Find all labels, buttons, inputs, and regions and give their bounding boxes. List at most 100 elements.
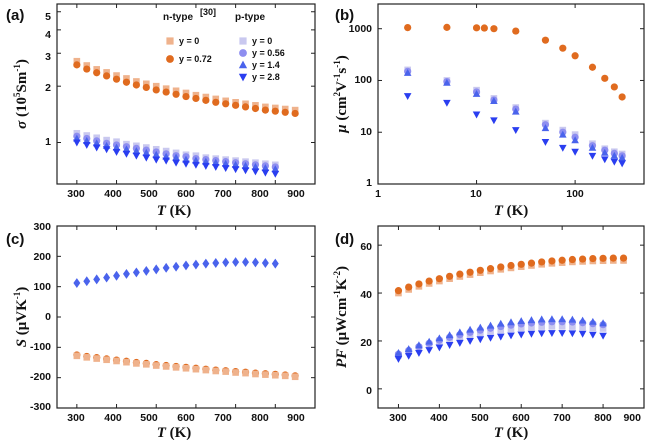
panel-a-data-point [132, 147, 141, 155]
panel-a-xtick: 300 [67, 188, 85, 200]
panel-c-ytick: -300 [30, 401, 51, 413]
panel-b-data-point [490, 97, 498, 105]
panel-a-data-point [143, 80, 150, 88]
panel-c-data-point [192, 365, 200, 373]
panel-b-data-point [618, 160, 626, 168]
panel-b-data-point [404, 24, 412, 32]
panel-a-data-point [261, 164, 270, 172]
panel-b-data-point [588, 63, 597, 71]
panel-d-data-point [548, 323, 556, 330]
panel-d-data-point [517, 260, 525, 268]
panel-a-data-point [82, 142, 91, 149]
panel-d-xlabel: T (K) [494, 425, 529, 440]
panel-b-data-point [541, 138, 550, 146]
panel-c-data-point [142, 265, 150, 276]
panel-c-frame [56, 225, 316, 409]
panel-a-data-point [172, 153, 180, 161]
panel-b-xtick: 100 [566, 188, 584, 200]
panel-d-data-point [415, 349, 423, 357]
panel-d-data-point [548, 257, 556, 265]
panel-d-data-point [579, 323, 586, 331]
panel-a-ytick: 4 [45, 29, 51, 41]
panel-d-data-point [599, 254, 607, 262]
panel-a-data-point [113, 72, 120, 79]
panel-c-data-point [103, 356, 110, 364]
panel-b-data-point [490, 117, 498, 125]
panel-d-data-point [415, 280, 423, 288]
panel-b-data-point [511, 127, 520, 135]
panel-b-data-point [571, 52, 579, 60]
panel-b-data-point [571, 136, 579, 144]
panel-d-data-point [435, 275, 443, 283]
panel-b-xtick: 1 [375, 188, 381, 200]
panel-c-data-point [93, 355, 100, 362]
panel-d: (d) 0 20 40 60 300 400 500 600 700 800 9… [332, 225, 645, 440]
panel-d-data-point [445, 331, 454, 339]
panel-d-data-point [527, 259, 536, 267]
panel-b-data-point [443, 23, 451, 31]
legend: n-type [30] p-type y = 0 y = 0.72 y = 0 … [163, 7, 285, 82]
panel-d-data-point [558, 315, 566, 323]
panel-c-data-point [281, 372, 289, 380]
panel-b-data-point [610, 151, 619, 159]
panel-d-data-point [558, 323, 566, 330]
legend-marker [238, 60, 248, 69]
panel-a-data-point [162, 88, 170, 96]
panel-b-data-point [472, 89, 481, 97]
panel-a-data-point [102, 146, 111, 154]
panel-c-data-point [261, 258, 269, 268]
panel-a-xtick: 500 [140, 188, 158, 200]
panel-c-xtick: 800 [251, 412, 269, 424]
panel-d-data-point [446, 272, 454, 280]
panel-c-data-point [251, 257, 259, 268]
panel-d-data-point [466, 337, 474, 345]
panel-d-data-point [527, 330, 536, 338]
panel-d-data-point [394, 355, 403, 363]
panel-c-data-point [132, 267, 140, 278]
panel-b-data-point [600, 148, 609, 156]
panel-d-x-ticks: 300 400 500 600 700 800 900 [389, 412, 641, 424]
panel-d-data-point [507, 318, 515, 326]
panel-a-data-point [192, 161, 200, 169]
panel-d-data-point [517, 317, 526, 325]
panel-b-frame [377, 3, 645, 185]
panel-b-data-point [490, 25, 498, 33]
panel-d-data-point [405, 283, 413, 291]
panel-b-data-point [403, 93, 412, 101]
panel-a-ytick: 5 [45, 11, 51, 23]
panel-b-label: (b) [335, 7, 354, 24]
panel-c-xtick: 300 [67, 412, 85, 424]
panel-d-data-point [619, 254, 628, 262]
panel-a-data-point [162, 157, 170, 165]
panel-a-data-point [202, 162, 210, 170]
panel-a-data-point [231, 166, 240, 174]
panel-a-ylabel: σ (105Sm-1) [12, 59, 30, 129]
legend-n-reference: [30] [200, 7, 216, 17]
panel-a-data-point [221, 159, 230, 167]
panel-b: (b) 1 10 100 1000 1 10 100 T (K) μ (cm2V… [332, 3, 645, 219]
panel-a-data-point [251, 163, 260, 170]
panel-a-data-point [281, 108, 289, 116]
panel-b-ytick: 10 [360, 126, 372, 138]
panel-d-data-point [445, 342, 454, 349]
panel-a-data-point [172, 90, 180, 98]
panel-d-data-point [486, 334, 495, 342]
panel-a-data-point [212, 98, 220, 106]
panel-c-data-point [133, 360, 140, 367]
panel-d-data-point [517, 324, 525, 332]
panel-a-data-point [152, 86, 160, 94]
panel-b-data-point [512, 27, 520, 35]
panel-c-label: (c) [6, 231, 24, 248]
panel-a-ytick: 1 [45, 136, 51, 148]
panel-d-data-point [466, 268, 474, 276]
panel-c-data-point [182, 364, 190, 372]
panel-b-ytick: 1 [366, 177, 372, 189]
panel-a-data-point [182, 92, 190, 101]
panel-d-xtick: 500 [471, 412, 489, 424]
panel-a-data-point [152, 150, 161, 158]
legend-p-header: p-type [235, 12, 265, 23]
panel-a-xtick: 600 [177, 188, 195, 200]
panel-b-data-point [601, 74, 609, 82]
panel-d-data-point [569, 323, 576, 330]
panel-d-ytick: 60 [360, 241, 372, 253]
